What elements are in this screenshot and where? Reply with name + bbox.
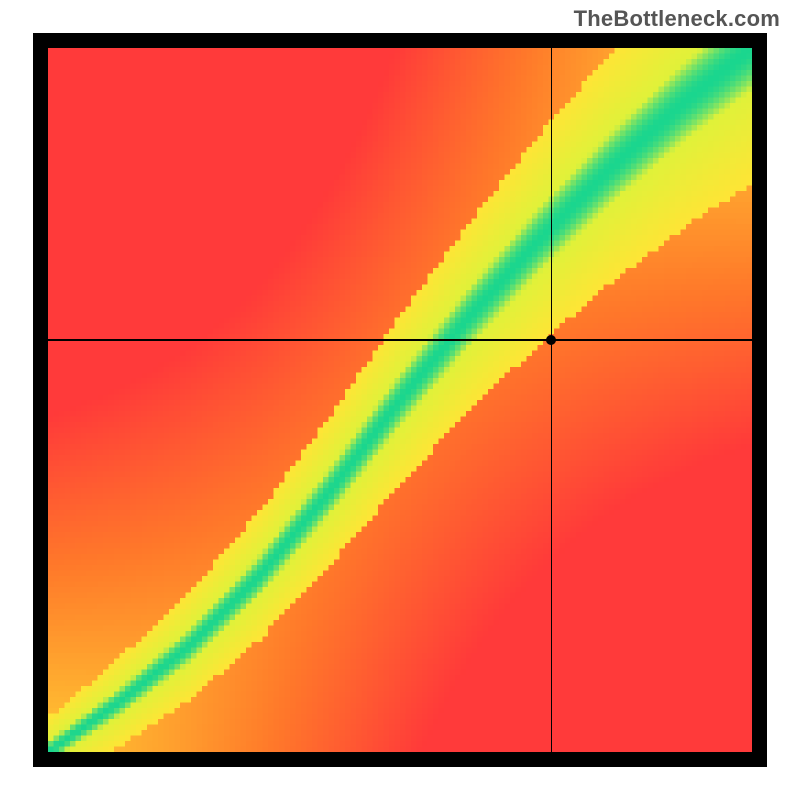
watermark-text: TheBottleneck.com bbox=[574, 6, 780, 32]
plot-area bbox=[48, 48, 752, 752]
bottleneck-heatmap bbox=[48, 48, 752, 752]
chart-container: TheBottleneck.com bbox=[0, 0, 800, 800]
crosshair-horizontal bbox=[48, 339, 752, 341]
selection-marker[interactable] bbox=[546, 335, 556, 345]
crosshair-vertical bbox=[551, 48, 553, 752]
